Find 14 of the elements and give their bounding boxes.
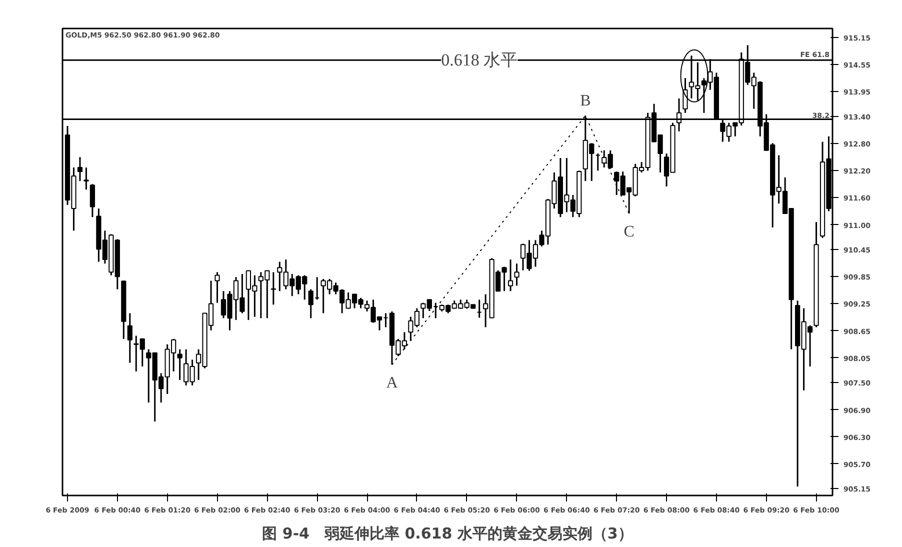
annotation: C: [624, 223, 634, 240]
candlestick: [214, 271, 220, 304]
annotation: A: [386, 374, 398, 392]
candlestick: [77, 156, 83, 182]
annotation: B: [580, 92, 591, 110]
candlestick: [270, 271, 276, 306]
candlestick: [177, 348, 182, 381]
candlestick: [514, 262, 520, 286]
candlestick: [127, 312, 132, 364]
annotation: 0.618 水平: [441, 50, 518, 70]
text: 图 9-4 弱延伸比率 0.618 水平的黄金交易实例（3）: [262, 524, 633, 542]
candlestick: [508, 258, 514, 292]
candlestick: [90, 183, 96, 218]
candlestick: [84, 166, 89, 190]
